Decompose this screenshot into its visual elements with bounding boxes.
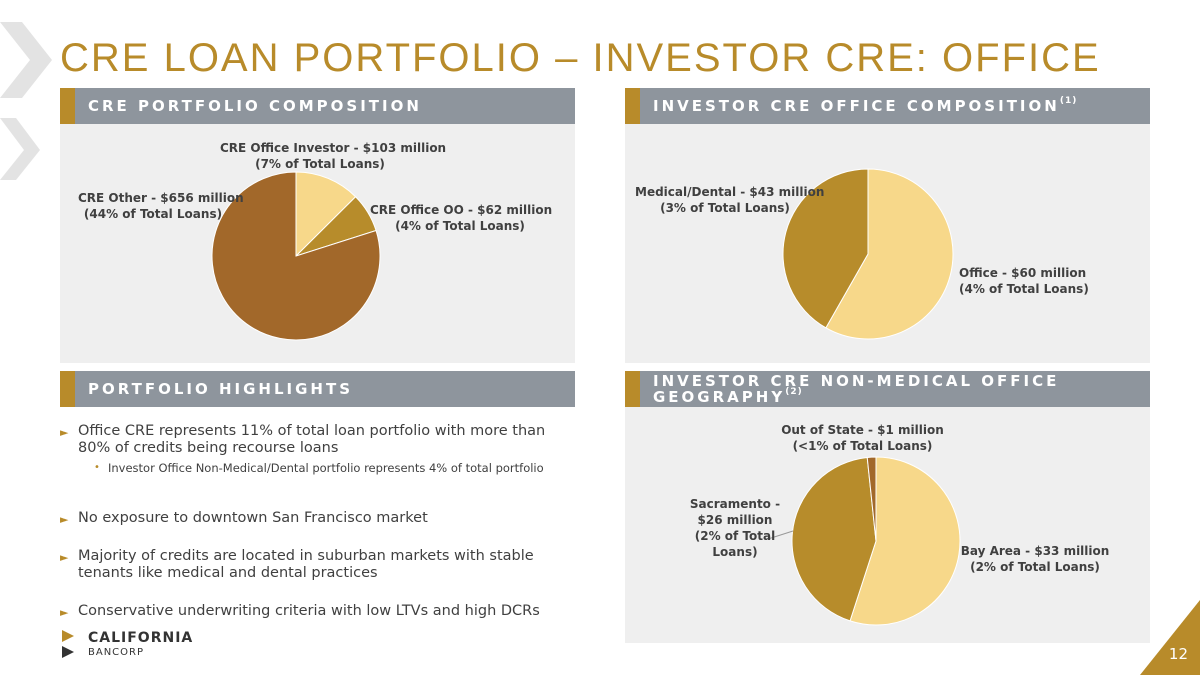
pie-slice-office — [825, 168, 954, 340]
highlights-header: PORTFOLIO HIGHLIGHTS — [60, 371, 575, 407]
highlight-item: ► Conservative underwriting criteria wit… — [60, 603, 540, 619]
label-office: Office - $60 million (4% of Total Loans) — [959, 266, 1089, 296]
pie-slice-medical-dental — [782, 168, 869, 329]
arrow-bullet-icon: ► — [60, 606, 69, 619]
office-composition-title: INVESTOR CRE OFFICE COMPOSITION — [653, 97, 1060, 115]
geography-panel: INVESTOR CRE NON-MEDICAL OFFICE GEOGRAPH… — [625, 371, 1150, 643]
pie-slice-bay-area — [849, 456, 961, 626]
highlight-item: ► No exposure to downtown San Francisco … — [60, 510, 428, 526]
arrow-bullet-icon: ► — [60, 551, 69, 564]
portfolio-composition-panel: CRE PORTFOLIO COMPOSITION CRE Office Inv… — [60, 88, 575, 363]
label-cre-other: CRE Other - $656 million (44% of Total L… — [78, 191, 244, 221]
logo-mark-icon — [62, 630, 74, 658]
label-bay-area: Bay Area - $33 million (2% of Total Loan… — [960, 544, 1110, 574]
footnote-marker: (2) — [785, 387, 803, 397]
header-accent — [60, 371, 75, 407]
header-accent — [625, 88, 640, 124]
pie-slice-out-of-state — [866, 456, 877, 542]
page-title: CRE LOAN PORTFOLIO – INVESTOR CRE: OFFIC… — [60, 36, 1101, 80]
office-composition-header: INVESTOR CRE OFFICE COMPOSITION(1) — [625, 88, 1150, 124]
label-sacramento: Sacramento - $26 million (2% of Total Lo… — [689, 497, 781, 559]
highlight-item: ► Majority of credits are located in sub… — [60, 548, 534, 581]
label-out-of-state: Out of State - $1 million (<1% of Total … — [781, 423, 944, 453]
decorative-chevrons — [0, 22, 52, 180]
geography-title-line2: GEOGRAPHY — [653, 388, 786, 406]
highlights-title: PORTFOLIO HIGHLIGHTS — [88, 380, 354, 398]
highlights-header-panel: PORTFOLIO HIGHLIGHTS — [60, 371, 575, 407]
header-accent — [60, 88, 75, 124]
highlight-sub-item: • Investor Office Non-Medical/Dental por… — [94, 461, 544, 475]
leader-line-sacramento — [767, 530, 794, 540]
portfolio-composition-title: CRE PORTFOLIO COMPOSITION — [88, 97, 422, 115]
cre-portfolio-pie-chart — [211, 171, 381, 341]
pie-slice-sacramento — [791, 456, 877, 622]
highlight-item: ► Office CRE represents 11% of total loa… — [60, 423, 546, 456]
dot-bullet-icon: • — [94, 462, 100, 473]
geography-header: INVESTOR CRE NON-MEDICAL OFFICE GEOGRAPH… — [625, 371, 1150, 407]
arrow-bullet-icon: ► — [60, 513, 69, 526]
label-cre-office-oo: CRE Office OO - $62 million (4% of Total… — [370, 203, 553, 233]
geography-title-line1: INVESTOR CRE NON-MEDICAL OFFICE — [653, 372, 1060, 390]
logo-subname: BANCORP — [88, 647, 145, 658]
california-bancorp-logo: CALIFORNIA BANCORP — [60, 628, 210, 660]
header-accent — [625, 371, 640, 407]
logo-name: CALIFORNIA — [88, 630, 194, 646]
office-composition-pie-chart — [782, 168, 954, 340]
portfolio-composition-header: CRE PORTFOLIO COMPOSITION — [60, 88, 575, 124]
footnote-marker: (1) — [1059, 96, 1078, 106]
office-composition-panel: INVESTOR CRE OFFICE COMPOSITION(1) Medic… — [625, 88, 1150, 363]
pie-slice-cre-other — [211, 171, 381, 341]
label-medical-dental: Medical/Dental - $43 million (3% of Tota… — [635, 185, 825, 215]
page-corner-decoration — [1140, 600, 1200, 675]
arrow-bullet-icon: ► — [60, 426, 69, 439]
pie-slice-cre-office-investor — [295, 171, 357, 258]
geography-pie-chart — [767, 456, 961, 626]
label-cre-office-investor: CRE Office Investor - $103 million (7% o… — [220, 141, 447, 171]
page-number: 12 — [1168, 645, 1188, 663]
